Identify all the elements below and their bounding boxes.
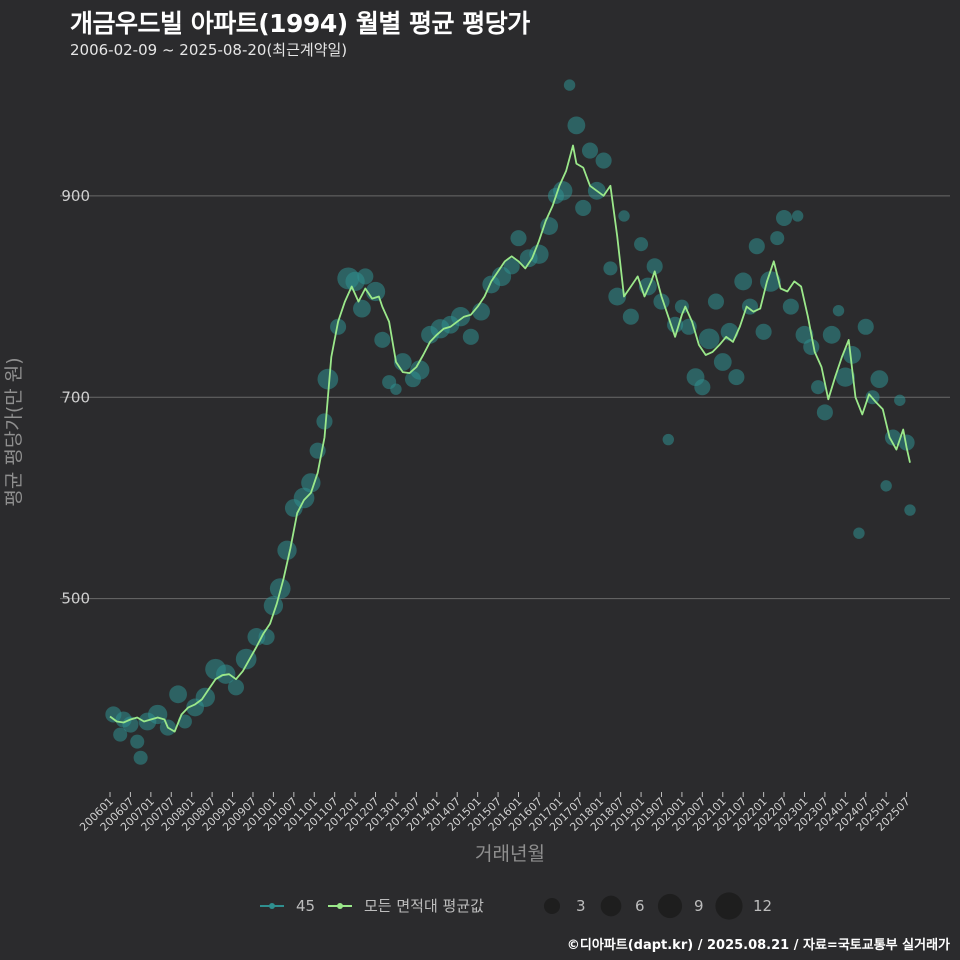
data-point <box>894 394 906 406</box>
data-point <box>317 368 339 390</box>
transaction-points <box>105 79 916 765</box>
data-point <box>374 331 391 348</box>
data-point <box>816 404 833 421</box>
y-axis-title: 평균 평당가(만 원) <box>3 357 25 506</box>
data-point <box>357 268 374 285</box>
data-point <box>277 540 297 560</box>
data-point <box>782 298 799 315</box>
data-point <box>169 685 187 704</box>
data-point <box>803 338 820 355</box>
average-line <box>109 144 911 733</box>
data-point <box>133 750 148 765</box>
data-point <box>835 367 855 387</box>
data-point <box>595 152 612 169</box>
data-point <box>707 293 725 310</box>
legend-size-label: 12 <box>753 897 772 915</box>
data-point <box>843 346 862 364</box>
data-point <box>857 318 874 335</box>
data-point <box>581 142 599 159</box>
data-point <box>728 369 745 386</box>
data-point <box>195 687 215 708</box>
chart-subtitle: 2006-02-09 ~ 2025-08-20(최근계약일) <box>70 41 348 59</box>
data-point <box>472 302 490 321</box>
data-point <box>462 328 479 345</box>
data-point <box>575 199 592 216</box>
source-caption: ©디아파트(dapt.kr) / 2025.08.21 / 자료=국토교통부 실… <box>566 938 950 953</box>
data-point <box>791 210 804 222</box>
data-point <box>301 473 321 493</box>
data-point <box>553 181 573 201</box>
x-axis-title: 거래년월 <box>475 843 545 865</box>
data-point <box>853 527 865 539</box>
y-tick-label: 900 <box>61 187 90 205</box>
data-point <box>734 272 753 291</box>
data-point <box>755 323 772 340</box>
legend-size-label: 3 <box>576 897 586 915</box>
data-point <box>235 648 257 670</box>
data-point <box>770 231 785 246</box>
data-point <box>674 299 689 314</box>
data-point <box>510 230 527 247</box>
legend-series-all-label: 모든 면적대 평균값 <box>364 897 484 915</box>
data-point <box>563 79 576 91</box>
grid-lines <box>60 195 950 600</box>
data-point <box>258 628 275 645</box>
legend-series-all-marker <box>337 903 343 909</box>
data-point <box>904 504 916 516</box>
data-point <box>811 380 826 395</box>
y-tick-label: 500 <box>61 590 90 608</box>
data-point <box>608 287 627 306</box>
data-point <box>898 434 915 451</box>
legend: 45 모든 면적대 평균값 3 6 9 12 <box>260 892 772 920</box>
data-point <box>567 116 586 135</box>
data-point <box>870 370 889 389</box>
data-point <box>177 714 192 729</box>
data-point <box>450 307 471 327</box>
data-point <box>822 325 841 344</box>
data-point <box>713 353 732 371</box>
chart-title: 개금우드빌 아파트(1994) 월별 평균 평당가 <box>70 9 530 38</box>
data-point <box>634 237 649 252</box>
data-point <box>603 261 618 276</box>
data-point <box>227 679 245 696</box>
data-point <box>390 383 402 395</box>
legend-series-45-label: 45 <box>296 897 315 915</box>
legend-size-label: 6 <box>635 897 645 915</box>
data-point <box>748 238 765 255</box>
y-tick-label: 700 <box>61 388 90 406</box>
legend-size-circle <box>715 892 743 920</box>
data-point <box>316 413 333 430</box>
data-point <box>113 727 128 742</box>
data-point <box>540 217 559 235</box>
data-point <box>330 318 347 335</box>
data-point <box>503 258 520 275</box>
data-point <box>832 304 845 317</box>
data-point <box>646 258 663 275</box>
average-line-layer <box>109 144 911 733</box>
data-point <box>410 360 430 380</box>
legend-size-circle <box>600 895 622 917</box>
data-point <box>698 328 720 350</box>
data-point <box>353 299 371 318</box>
data-point <box>776 209 793 227</box>
data-point <box>618 210 630 222</box>
legend-size-label: 9 <box>694 897 704 915</box>
data-point <box>662 433 674 446</box>
data-point <box>880 480 892 492</box>
data-point <box>720 322 739 341</box>
legend-size-circle <box>657 893 683 919</box>
legend-size-circle <box>543 897 561 915</box>
data-point <box>130 734 145 749</box>
data-point <box>529 244 549 264</box>
data-point <box>694 379 711 396</box>
data-point <box>622 308 639 325</box>
legend-series-45-marker <box>269 903 275 909</box>
data-point <box>293 487 315 509</box>
